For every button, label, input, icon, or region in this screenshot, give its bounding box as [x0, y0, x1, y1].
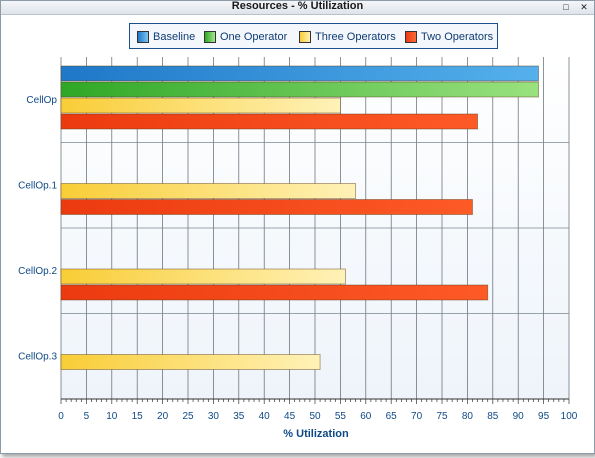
restore-icon[interactable]: □ — [563, 2, 569, 12]
close-icon[interactable]: ✕ — [580, 2, 588, 12]
x-tick-label: 10 — [106, 411, 118, 422]
legend-swatch — [405, 31, 417, 43]
x-tick-label: 25 — [182, 411, 194, 422]
bar-three-operators — [60, 268, 346, 285]
x-tick-label: 95 — [538, 411, 550, 422]
category-label: CellOp.1 — [18, 181, 57, 192]
x-tick-label: 5 — [84, 411, 90, 422]
window-title: Resources - % Utilization — [231, 0, 364, 12]
x-tick-label: 60 — [360, 411, 372, 422]
x-tick-label: 15 — [132, 411, 144, 422]
bar-three-operators — [60, 97, 341, 114]
x-tick-label: 65 — [386, 411, 398, 422]
bar-baseline — [60, 65, 539, 82]
x-tick-label: 90 — [513, 411, 525, 422]
x-tick-label: 80 — [462, 411, 474, 422]
legend-swatch — [299, 31, 311, 43]
legend-label: One Operator — [220, 31, 288, 43]
title-bar: Resources - % Utilization □ ✕ — [1, 0, 594, 15]
x-tick-label: 0 — [58, 411, 64, 422]
bar-one-operator — [60, 81, 539, 98]
legend-swatch — [137, 31, 149, 43]
x-tick-label: 70 — [411, 411, 423, 422]
bar-two-operators — [60, 199, 473, 215]
legend-label: Three Operators — [315, 31, 396, 43]
legend-label: Baseline — [153, 31, 196, 43]
x-tick-label: 85 — [487, 411, 499, 422]
legend-swatch — [204, 31, 216, 43]
bar-two-operators — [60, 113, 478, 130]
x-tick-label: 35 — [233, 411, 245, 422]
bar-two-operators — [60, 284, 489, 301]
x-tick-label: 100 — [561, 411, 578, 422]
x-tick-label: 55 — [335, 411, 347, 422]
category-label: CellOp.3 — [18, 352, 57, 363]
chart-legend: Baseline One Operator Three Operators Tw… — [129, 23, 498, 49]
x-tick-label: 75 — [436, 411, 448, 422]
bar-three-operators — [60, 183, 357, 199]
x-tick-label: 40 — [259, 411, 271, 422]
bar-three-operators — [60, 354, 321, 370]
x-tick-label: 50 — [309, 411, 321, 422]
category-label: CellOp — [26, 95, 57, 106]
x-tick-label: 45 — [284, 411, 296, 422]
category-label: CellOp.2 — [18, 266, 57, 277]
legend-label: Two Operators — [421, 31, 494, 43]
x-tick-label: 20 — [157, 411, 169, 422]
x-axis-title: % Utilization — [283, 428, 349, 440]
x-tick-label: 30 — [208, 411, 220, 422]
